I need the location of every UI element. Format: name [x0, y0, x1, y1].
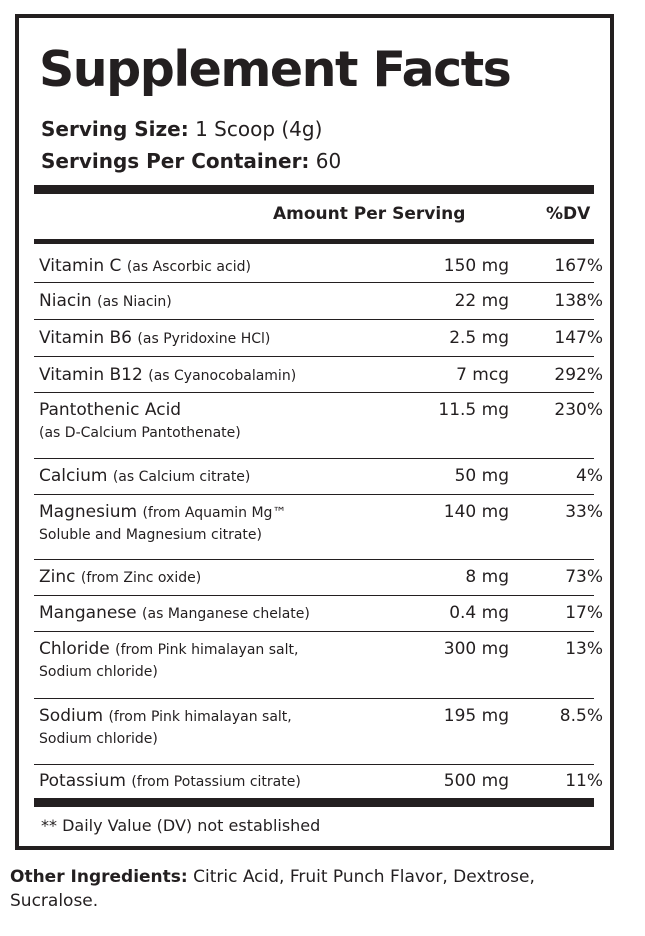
row-divider: [34, 595, 594, 596]
other-ingredients-label: Other Ingredients:: [10, 867, 188, 887]
servings-per-container-value: 60: [315, 149, 342, 173]
nutrient-amount: 50 mg: [454, 466, 509, 486]
footnote: ** Daily Value (DV) not established: [41, 816, 321, 835]
nutrient-dv: 167%: [554, 256, 603, 276]
other-ingredients-text: Citric Acid, Fruit Punch Flavor, Dextros…: [10, 867, 535, 911]
nutrient-name: Vitamin B12 (as Cyanocobalamin): [39, 365, 297, 385]
servings-per-container-label: Servings Per Container:: [41, 149, 310, 173]
header-amount-per-serving: Amount Per Serving: [273, 204, 466, 224]
nutrient-dv: 138%: [554, 291, 603, 311]
nutrient-name: Potassium (from Potassium citrate): [39, 771, 301, 791]
nutrient-name: Vitamin C (as Ascorbic acid): [39, 256, 251, 276]
nutrient-amount: 11.5 mg: [438, 400, 509, 420]
nutrient-dv: 11%: [565, 771, 603, 791]
nutrient-amount: 300 mg: [443, 639, 509, 659]
nutrient-dv: 73%: [565, 567, 603, 587]
nutrient-dv: 147%: [554, 328, 603, 348]
supplement-facts-panel: Supplement Facts Serving Size: 1 Scoop (…: [15, 14, 614, 850]
nutrient-name: Manganese (as Manganese chelate): [39, 603, 310, 623]
serving-size-label: Serving Size:: [41, 117, 189, 141]
row-divider: [34, 458, 594, 459]
nutrient-amount: 195 mg: [443, 706, 509, 726]
nutrient-name: Calcium (as Calcium citrate): [39, 466, 251, 486]
row-divider: [34, 392, 594, 393]
nutrient-name: Sodium (from Pink himalayan salt, Sodium …: [39, 706, 292, 748]
row-divider: [34, 319, 594, 320]
nutrient-name: Vitamin B6 (as Pyridoxine HCl): [39, 328, 271, 348]
nutrient-name: Chloride (from Pink himalayan salt, Sodiu…: [39, 639, 299, 681]
nutrient-dv: 33%: [565, 502, 603, 522]
nutrient-amount: 8 mg: [465, 567, 509, 587]
row-divider: [34, 559, 594, 560]
nutrient-dv: 292%: [554, 365, 603, 385]
serving-size: Serving Size: 1 Scoop (4g): [41, 119, 322, 139]
other-ingredients: Other Ingredients: Citric Acid, Fruit Pu…: [10, 866, 610, 914]
nutrient-dv: 13%: [565, 639, 603, 659]
header-rule: [34, 239, 594, 244]
nutrient-amount: 2.5 mg: [449, 328, 509, 348]
nutrient-name: Niacin (as Niacin): [39, 291, 172, 311]
nutrient-dv: 17%: [565, 603, 603, 623]
nutrient-amount: 500 mg: [443, 771, 509, 791]
nutrient-dv: 4%: [576, 466, 603, 486]
nutrient-amount: 0.4 mg: [449, 603, 509, 623]
servings-per-container: Servings Per Container: 60: [41, 151, 341, 171]
row-divider: [34, 494, 594, 495]
nutrient-amount: 150 mg: [443, 256, 509, 276]
panel-title: Supplement Facts: [39, 41, 512, 98]
row-divider: [34, 282, 594, 283]
row-divider: [34, 631, 594, 632]
nutrient-name: Pantothenic Acid (as D-Calcium Pantothena…: [39, 400, 241, 442]
row-divider: [34, 698, 594, 699]
nutrient-dv: 8.5%: [559, 706, 603, 726]
nutrient-amount: 140 mg: [443, 502, 509, 522]
header-percent-dv: %DV: [546, 204, 591, 224]
nutrient-amount: 7 mcg: [456, 365, 509, 385]
row-divider: [34, 356, 594, 357]
nutrient-dv: 230%: [554, 400, 603, 420]
serving-size-value: 1 Scoop (4g): [195, 117, 323, 141]
nutrient-name: Magnesium (from Aquamin Mg™ Soluble and M…: [39, 502, 287, 544]
bottom-thick-rule: [34, 798, 594, 807]
nutrient-amount: 22 mg: [454, 291, 509, 311]
top-thick-rule: [34, 185, 594, 194]
nutrient-name: Zinc (from Zinc oxide): [39, 567, 202, 587]
row-divider: [34, 764, 594, 765]
